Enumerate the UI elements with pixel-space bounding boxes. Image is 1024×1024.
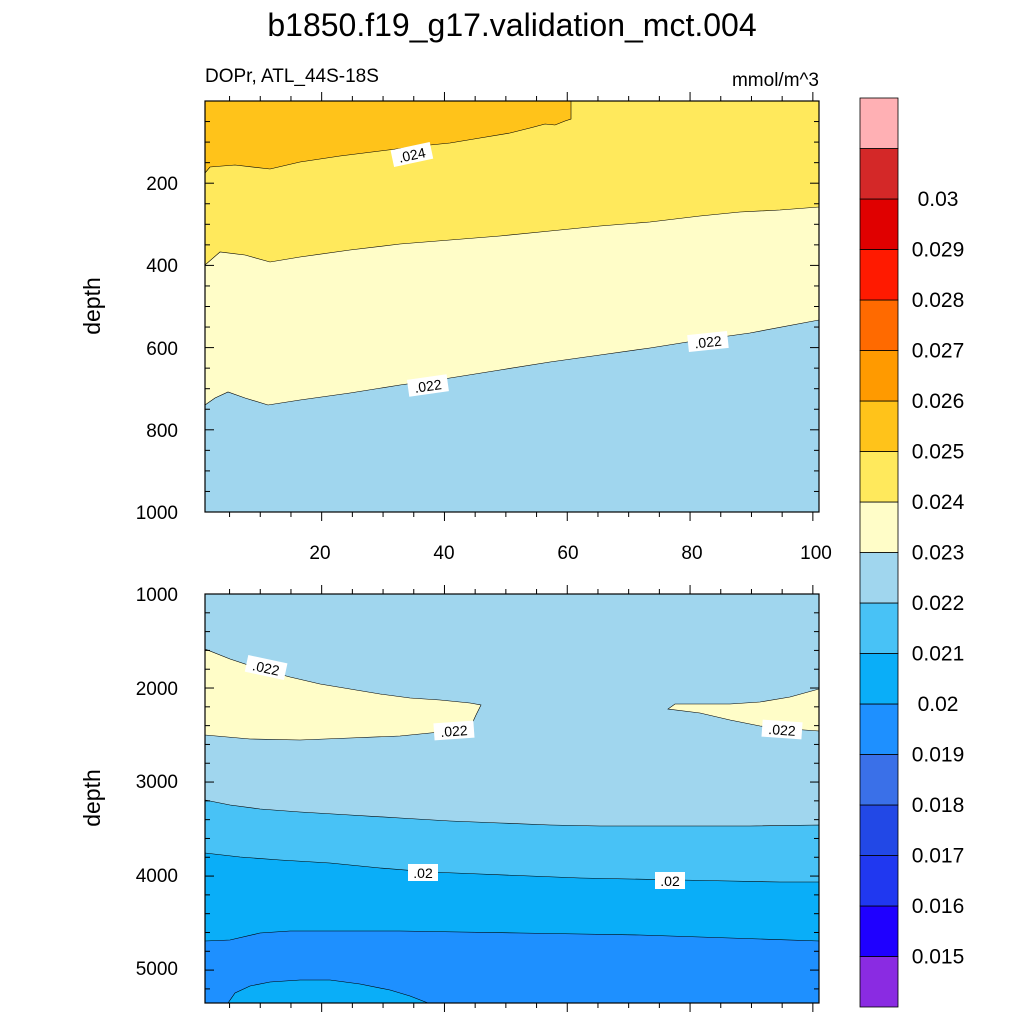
bottom-plot-frame: [204, 593, 820, 1004]
colorbar-swatch: [859, 905, 899, 957]
top-xtick-label: 40: [433, 543, 454, 564]
svg-text:.022: .022: [440, 722, 469, 740]
colorbar-swatch: [859, 249, 899, 301]
colorbar-label: 0.023: [912, 542, 965, 565]
svg-text:.022: .022: [768, 721, 797, 739]
bottom-contour-label-2: .022: [433, 720, 475, 741]
colorbar-swatch: [859, 855, 899, 907]
top-xtick-label: 80: [681, 543, 702, 564]
top-contour-label-2: .022: [406, 374, 449, 397]
bottom-contour-label-4: .02: [408, 864, 438, 881]
top-subtitle-right: mmol/m^3: [732, 70, 819, 91]
svg-text:.024: .024: [397, 144, 427, 165]
colorbar-label: 0.028: [912, 289, 965, 312]
svg-text:.02: .02: [660, 873, 680, 889]
top-contour-fills: [205, 101, 819, 512]
top-axis-ticks: [205, 92, 819, 521]
chart-title: b1850.f19_g17.validation_mct.004: [267, 7, 756, 43]
colorbar-swatch: [859, 400, 899, 452]
colorbar-swatch: [859, 956, 899, 1008]
bottom-ytick-label: 3000: [136, 772, 178, 793]
top-y-axis-label: depth: [79, 277, 105, 335]
colorbar-label: 0.03: [918, 188, 959, 211]
colorbar-swatch: [859, 299, 899, 351]
svg-text:.02: .02: [413, 865, 433, 881]
colorbar-label: 0.021: [912, 643, 965, 666]
bottom-ytick-label: 4000: [136, 866, 178, 887]
bottom-axis-ticks: [205, 585, 819, 1012]
top-subtitle-left: DOPr, ATL_44S-18S: [205, 66, 379, 87]
bottom-contour-label-5: .02: [655, 872, 685, 889]
bottom-ytick-label: 2000: [136, 679, 178, 700]
colorbar-swatch: [859, 804, 899, 856]
colorbar-label: 0.027: [912, 340, 965, 363]
top-ytick-label: 800: [146, 421, 178, 442]
colorbar-label: 0.02: [918, 693, 959, 716]
colorbar-swatch: [859, 602, 899, 654]
colorbar-label: 0.018: [912, 794, 965, 817]
colorbar-label: 0.016: [912, 895, 965, 918]
colorbar-swatch: [859, 198, 899, 250]
bottom-region-0022-0023-left: [205, 648, 482, 741]
bottom-ytick-label: 5000: [136, 959, 178, 980]
colorbar-swatch: [859, 552, 899, 604]
colorbar-swatch: [859, 653, 899, 705]
top-xtick-label: 100: [800, 543, 832, 564]
top-ytick-label: 1000: [136, 503, 178, 524]
colorbar-label: 0.024: [912, 491, 965, 514]
colorbar-label: 0.019: [912, 744, 965, 767]
colorbar-swatch: [859, 754, 899, 806]
colorbar-label: 0.017: [912, 845, 965, 868]
top-xtick-label: 60: [557, 543, 578, 564]
bottom-y-axis-label: depth: [79, 769, 105, 827]
colorbar-label: 0.015: [912, 946, 965, 969]
svg-text:.022: .022: [413, 376, 442, 396]
top-ytick-label: 600: [146, 339, 178, 360]
top-contour-label-1: .024: [390, 142, 434, 167]
bottom-region-0019-0020-pocket: [227, 979, 429, 1003]
svg-text:.022: .022: [694, 333, 723, 352]
colorbar-swatch: [859, 501, 899, 553]
colorbar-label: 0.025: [912, 441, 965, 464]
bottom-contour-label-1: .022: [244, 655, 288, 680]
bottom-contour-fills: [205, 594, 819, 1003]
colorbar: 0.015 0.016 0.017 0.018 0.019 0.02 0.021 0.022 0…: [859, 97, 965, 1008]
colorbar-swatch: [859, 148, 899, 200]
bottom-contour-label-3: .022: [761, 719, 803, 740]
top-xtick-label: 20: [309, 543, 330, 564]
colorbar-label: 0.022: [912, 592, 965, 615]
colorbar-label: 0.029: [912, 239, 965, 262]
colorbar-label: 0.026: [912, 390, 965, 413]
colorbar-swatch: [859, 97, 899, 149]
top-region-0024-0025: [205, 101, 572, 174]
bottom-ytick-label: 1000: [136, 585, 178, 606]
colorbar-swatch: [859, 451, 899, 503]
colorbar-swatch: [859, 350, 899, 402]
top-contour-label-3: .022: [687, 330, 729, 353]
colorbar-swatch: [859, 703, 899, 755]
top-ytick-label: 400: [146, 256, 178, 277]
svg-text:.022: .022: [251, 657, 281, 678]
top-ytick-label: 200: [146, 174, 178, 195]
